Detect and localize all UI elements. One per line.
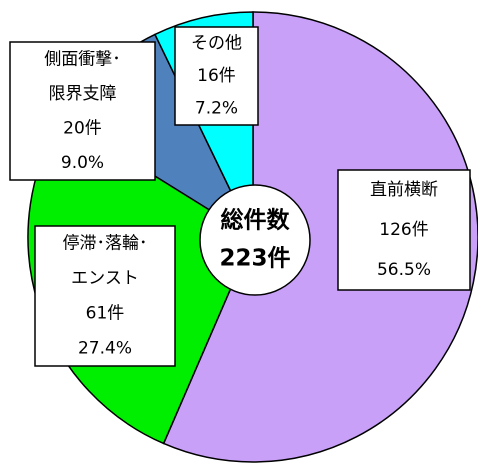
- data-label: 7.2%: [195, 99, 238, 119]
- center-title: 総件数: [221, 207, 291, 234]
- label-box: [174, 26, 259, 126]
- data-label: 20件: [63, 118, 102, 138]
- category-label: 停滞･落輪･: [63, 234, 148, 254]
- data-label: 27.4%: [78, 339, 132, 359]
- category-label: エンスト: [71, 269, 139, 289]
- data-label: 126件: [379, 220, 428, 240]
- category-label: その他: [191, 33, 242, 53]
- data-label: 61件: [86, 304, 125, 324]
- data-label: 9.0%: [61, 153, 104, 173]
- category-label: 限界支障: [49, 84, 117, 104]
- total-label: 223件: [219, 246, 290, 272]
- label-box: [337, 169, 471, 291]
- category-label: 直前横断: [370, 180, 438, 200]
- data-label: 56.5%: [377, 260, 431, 280]
- pie-slice: [162, 11, 478, 463]
- data-label: 16件: [197, 66, 236, 86]
- label-box: [34, 225, 176, 367]
- center-circle: [199, 184, 311, 296]
- category-label: 側面衝撃･: [44, 49, 121, 69]
- label-box: [9, 41, 156, 181]
